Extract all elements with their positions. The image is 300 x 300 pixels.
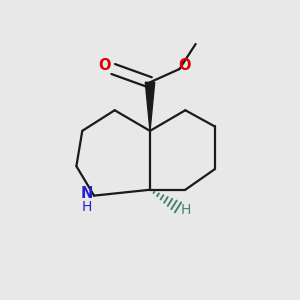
Polygon shape xyxy=(145,82,155,131)
Text: H: H xyxy=(82,200,92,214)
Text: O: O xyxy=(178,58,191,73)
Text: N: N xyxy=(80,186,93,201)
Text: H: H xyxy=(180,203,190,217)
Text: O: O xyxy=(99,58,111,73)
